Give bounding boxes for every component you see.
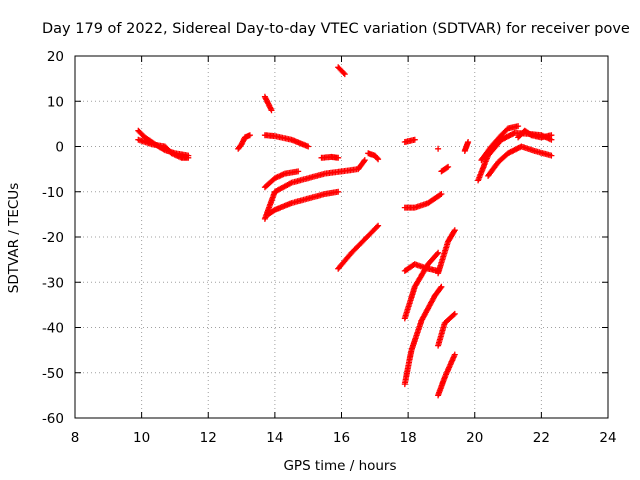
data-point-markers (401, 249, 442, 322)
series-arc-16 (401, 249, 442, 322)
y-tick-label: 20 (47, 49, 64, 65)
series-arc-18 (435, 310, 458, 349)
x-tick-label: 24 (599, 430, 616, 446)
x-tick-label: 18 (400, 430, 417, 446)
data-point-markers (461, 139, 472, 154)
data-point-markers (318, 153, 342, 161)
series-arc-10 (335, 64, 348, 78)
data-point-markers (401, 136, 418, 145)
data-point-markers (235, 132, 253, 152)
series-arc-6 (261, 168, 302, 191)
series-arc-5 (261, 132, 312, 150)
y-tick-label: 0 (55, 140, 64, 156)
data-point-markers (401, 283, 445, 388)
series-arc-12 (335, 222, 382, 272)
data-point-markers (261, 132, 312, 150)
y-tick-label: -40 (42, 321, 64, 337)
x-tick-label: 22 (533, 430, 550, 446)
data-points (135, 64, 555, 399)
series-arc-27 (515, 127, 555, 141)
chart-title: Day 179 of 2022, Sidereal Day-to-day VTE… (42, 21, 630, 37)
data-point-markers (261, 168, 302, 191)
series-arc-7 (261, 157, 368, 222)
data-point-markers (478, 123, 522, 164)
y-tick-label: 10 (47, 94, 64, 110)
data-point-markers (435, 145, 442, 152)
axis-ticks: 8 10 12 14 16 18 20 22 24 -60 -50 -40 -30 -20 -10 0 10 20 (42, 49, 617, 446)
x-tick-label: 20 (466, 430, 483, 446)
data-point-markers (435, 227, 458, 277)
data-point-markers (435, 310, 458, 349)
data-point-markers (515, 127, 555, 141)
y-tick-label: -60 (42, 411, 64, 427)
y-tick-label: -10 (42, 185, 64, 201)
x-tick-label: 12 (200, 430, 217, 446)
y-tick-label: -50 (42, 366, 64, 382)
x-tick-label: 10 (133, 430, 150, 446)
grid-lines (75, 56, 608, 418)
series-arc-23 (461, 139, 472, 154)
series-arc-4 (261, 93, 275, 114)
y-tick-label: -30 (42, 275, 64, 291)
series-arc-26 (485, 143, 555, 179)
data-point-markers (365, 150, 382, 163)
data-point-markers (335, 64, 348, 78)
data-point-markers (265, 188, 342, 218)
series-arc-11 (365, 150, 382, 163)
data-point-markers (435, 351, 458, 399)
series-arc-19 (435, 351, 458, 399)
x-axis-label: GPS time / hours (283, 458, 396, 474)
data-point-markers (485, 143, 555, 179)
series-arc-25 (478, 123, 522, 164)
data-point-markers (135, 136, 192, 161)
series-arc-2 (135, 136, 192, 161)
series-arc-21 (438, 163, 452, 175)
y-tick-label: -20 (42, 230, 64, 246)
y-axis-label: SDTVAR / TECUs (6, 183, 22, 293)
x-tick-label: 16 (333, 430, 350, 446)
x-tick-label: 8 (71, 430, 80, 446)
series-arc-9 (318, 153, 342, 161)
series-arc-13 (401, 136, 418, 145)
series-arc-14 (401, 191, 445, 211)
data-point-markers (335, 222, 382, 272)
plot-frame (74, 55, 609, 419)
series-arc-8 (265, 188, 342, 218)
series-arc-17 (401, 283, 445, 388)
series-arc-3 (235, 132, 253, 152)
data-point-markers (401, 191, 445, 211)
data-point-markers (261, 157, 368, 222)
series-arc-22 (435, 145, 442, 152)
data-point-markers (261, 93, 275, 114)
x-tick-label: 14 (266, 430, 283, 446)
data-point-markers (438, 163, 452, 175)
series-arc-20 (435, 227, 458, 277)
